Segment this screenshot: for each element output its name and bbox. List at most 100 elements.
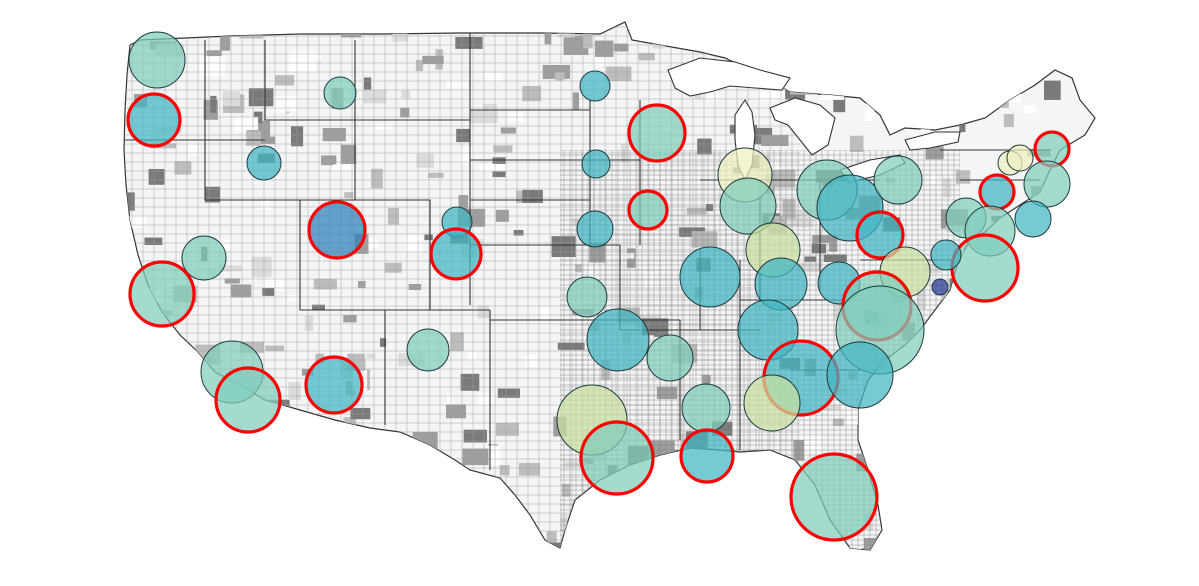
county-shade-patch (821, 82, 845, 100)
bubble (406, 328, 450, 372)
county-shade-patch (1069, 399, 1091, 411)
county-shade-patch (1014, 42, 1039, 64)
county-shade-patch (490, 505, 512, 525)
county-shade-patch (397, 477, 422, 494)
county-shade-patch (609, 548, 616, 550)
highlighted-bubble (429, 227, 483, 281)
county-shade-patch (452, 516, 460, 522)
county-shade-patch (634, 540, 643, 550)
bubble (719, 177, 777, 235)
lake-ontario (904, 131, 961, 151)
highlighted-bubble (855, 210, 905, 260)
county-shade-patch (1023, 105, 1036, 114)
county-shade-patch (390, 487, 408, 496)
county-shade-patch (701, 496, 712, 507)
highlighted-bubble (579, 420, 655, 496)
bubble (826, 341, 894, 409)
county-shade-patch (1068, 420, 1095, 437)
county-shade-patch (884, 414, 891, 431)
bubble (576, 210, 614, 248)
county-shade-patch (899, 55, 922, 63)
county-shade-patch (361, 439, 373, 454)
highlighted-bubble (304, 355, 364, 415)
bubble (681, 383, 731, 433)
county-shade-patch (957, 461, 972, 479)
county-shade-patch (1065, 44, 1093, 62)
county-shade-patch (629, 520, 636, 541)
county-shade-patch (183, 548, 190, 550)
county-shade-patch (603, 532, 613, 542)
bubble (579, 70, 611, 102)
bubble (586, 308, 650, 372)
county-shade-patch (878, 400, 891, 415)
county-shade-patch (1070, 374, 1081, 390)
county-shade-patch (769, 517, 780, 535)
bubble (930, 239, 962, 271)
county-shade-patch (160, 387, 189, 398)
county-shade-patch (221, 539, 244, 548)
county-shade-patch (858, 410, 871, 416)
county-shade-patch (945, 452, 954, 458)
county-shade-patch (920, 121, 931, 139)
highlighted-bubble (627, 103, 687, 163)
highlighted-bubble (214, 366, 282, 434)
highlighted-bubble (950, 233, 1020, 303)
county-shade-patch (1047, 448, 1074, 457)
county-shade-patch (881, 33, 905, 45)
county-shade-patch (598, 505, 620, 518)
county-shade-patch (864, 103, 875, 121)
county-shade-patch (903, 83, 917, 90)
county-shade-patch (896, 416, 923, 438)
county-shade-patch (138, 552, 145, 570)
bubble (1006, 144, 1034, 172)
county-shade-patch (1005, 299, 1012, 318)
county-shade-patch (876, 550, 885, 563)
county-shade-patch (890, 523, 902, 543)
county-shade-patch (889, 429, 913, 446)
county-shade-patch (1059, 355, 1071, 364)
county-shade-patch (975, 381, 989, 398)
county-shade-patch (936, 496, 961, 514)
bubble (128, 31, 186, 89)
county-shade-patch (923, 68, 930, 78)
county-shade-patch (262, 490, 272, 506)
county-shade-patch (706, 514, 717, 529)
county-shade-patch (240, 445, 266, 455)
county-shade-patch (849, 135, 864, 152)
bubble-layer (126, 31, 1071, 542)
county-shade-patch (1065, 246, 1090, 256)
county-shade-patch (833, 94, 846, 113)
county-shade-patch (941, 304, 959, 313)
bubble (246, 145, 282, 181)
bubble (323, 76, 357, 110)
county-shade-patch (934, 423, 953, 443)
bubble (743, 374, 801, 432)
county-shade-patch (335, 438, 358, 447)
county-shade-patch (133, 421, 150, 428)
bubble (873, 155, 923, 205)
county-shade-patch (439, 517, 454, 538)
county-shade-patch (1018, 296, 1038, 314)
county-shade-patch (1071, 251, 1095, 266)
highlighted-bubble (679, 428, 735, 484)
county-shade-patch (317, 431, 338, 445)
county-shade-patch (757, 512, 766, 521)
county-shade-patch (748, 29, 755, 37)
county-shade-patch (992, 309, 1017, 319)
county-shade-patch (760, 44, 782, 57)
county-shade-patch (1005, 401, 1034, 416)
county-shade-patch (426, 510, 438, 520)
county-shade-patch (1016, 429, 1032, 444)
county-shade-patch (798, 32, 811, 40)
county-shade-patch (551, 549, 562, 550)
county-shade-patch (278, 25, 298, 32)
county-shade-patch (1003, 113, 1014, 128)
bubble (646, 334, 694, 382)
county-shade-patch (696, 39, 717, 47)
county-shade-patch (1044, 80, 1061, 100)
highlighted-bubble (1033, 130, 1071, 168)
county-shade-patch (259, 540, 268, 550)
county-shade-patch (164, 431, 182, 441)
county-shade-patch (959, 113, 966, 133)
